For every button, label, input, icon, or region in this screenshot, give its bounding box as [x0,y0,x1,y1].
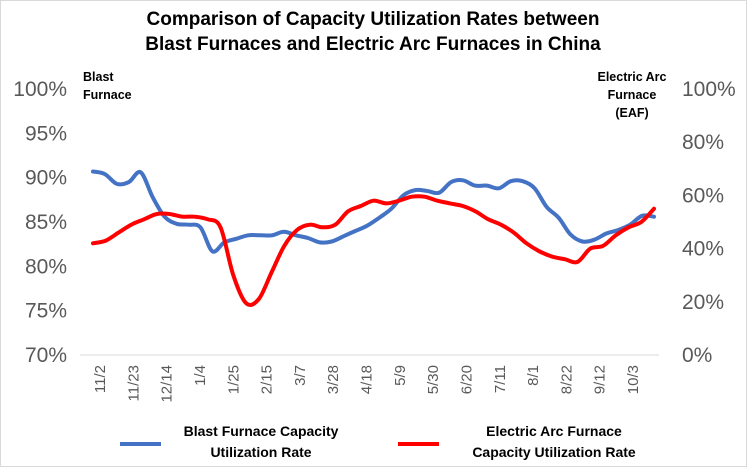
x-tick-label: 3/7 [292,365,309,386]
right-tick-label: 20% [682,291,724,314]
x-axis-ticks: 11/2 11/23 12/14 1/4 1/25 2/15 3/7 3/28 4/18 5/9 5… [92,365,642,403]
left-tick-label: 85% [25,211,67,234]
left-tick-label: 95% [25,122,67,145]
left-tick-label: 70% [25,344,67,367]
x-tick-label: 1/25 [225,365,242,394]
x-tick-label: 11/2 [92,365,109,393]
x-tick-label: 8/22 [558,365,575,394]
x-tick-label: 11/23 [125,365,142,401]
chart-title-line-2: Blast Furnaces and Electric Arc Furnaces… [145,34,601,55]
left-tick-label: 100% [13,78,67,101]
left-tick-label: 75% [25,300,67,323]
right-tick-label: 80% [682,131,724,154]
x-tick-label: 10/3 [625,365,642,394]
x-tick-label: 7/11 [492,365,509,393]
x-tick-label: 8/1 [525,365,542,386]
right-tick-label: 60% [682,184,724,207]
chart-title-line-1: Comparison of Capacity Utilization Rates… [147,9,600,30]
right-axis-title-line-3: (EAF) [615,106,648,120]
x-tick-label: 5/30 [425,365,442,394]
legend-label-blast-furnace-line-1: Blast Furnace Capacity [184,423,339,439]
right-axis-title-line-2: Furnace [608,88,657,102]
x-tick-label: 2/15 [259,365,276,394]
right-axis-ticks: 0% 20% 40% 60% 80% 100% [682,78,736,367]
right-tick-label: 0% [682,344,712,367]
left-tick-label: 80% [25,255,67,278]
legend-label-electric-arc-furnace-line-1: Electric Arc Furnace [486,423,622,439]
left-axis-title-line-2: Furnace [83,88,132,102]
right-tick-label: 100% [682,78,736,101]
x-tick-label: 4/18 [359,365,376,394]
x-tick-label: 5/9 [392,365,409,386]
series-line-blast-furnace [91,169,656,254]
left-axis-title-line-1: Blast [83,70,114,84]
series-layer [91,169,656,307]
legend: Blast Furnace Capacity Utilization Rate … [120,423,636,460]
x-tick-label: 12/14 [159,365,176,403]
right-tick-label: 40% [682,238,724,261]
x-tick-label: 1/4 [192,365,209,386]
x-tick-label: 6/20 [458,365,475,394]
left-tick-label: 90% [25,167,67,190]
left-axis-ticks: 70% 75% 80% 85% 90% 95% 100% [13,78,67,367]
right-axis-title-line-1: Electric Arc [597,70,666,84]
legend-label-blast-furnace-line-2: Utilization Rate [210,444,311,460]
x-tick-label: 3/28 [325,365,342,394]
legend-label-electric-arc-furnace-line-2: Capacity Utilization Rate [472,444,636,460]
series-line-electric-arc-furnace [91,194,656,307]
x-tick-label: 9/12 [592,365,609,394]
